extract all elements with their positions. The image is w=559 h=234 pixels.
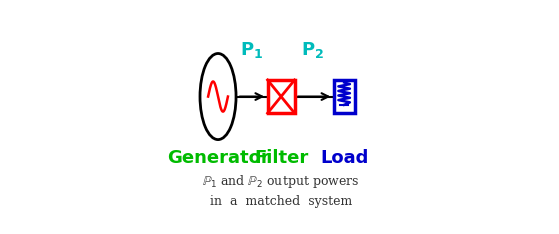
Text: Generator: Generator (167, 149, 269, 167)
Text: $\mathbb{P}_1$ and $\mathbb{P}_2$ output powers: $\mathbb{P}_1$ and $\mathbb{P}_2$ output… (202, 173, 360, 190)
Text: $\mathbf{P_2}$: $\mathbf{P_2}$ (301, 40, 324, 60)
Text: Filter: Filter (254, 149, 308, 167)
Text: $\mathbf{P_1}$: $\mathbf{P_1}$ (240, 40, 263, 60)
Text: in  a  matched  system: in a matched system (210, 194, 352, 208)
Bar (334, 80, 354, 113)
Text: Load: Load (320, 149, 368, 167)
Bar (268, 80, 295, 113)
Ellipse shape (200, 54, 236, 140)
